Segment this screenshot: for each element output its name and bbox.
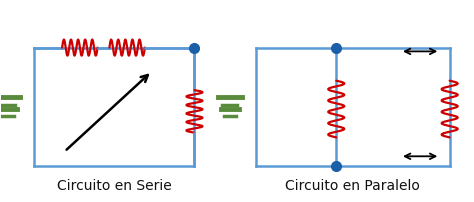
Text: Circuito en Serie: Circuito en Serie [57,179,172,193]
Text: Circuito en Paralelo: Circuito en Paralelo [285,179,420,193]
